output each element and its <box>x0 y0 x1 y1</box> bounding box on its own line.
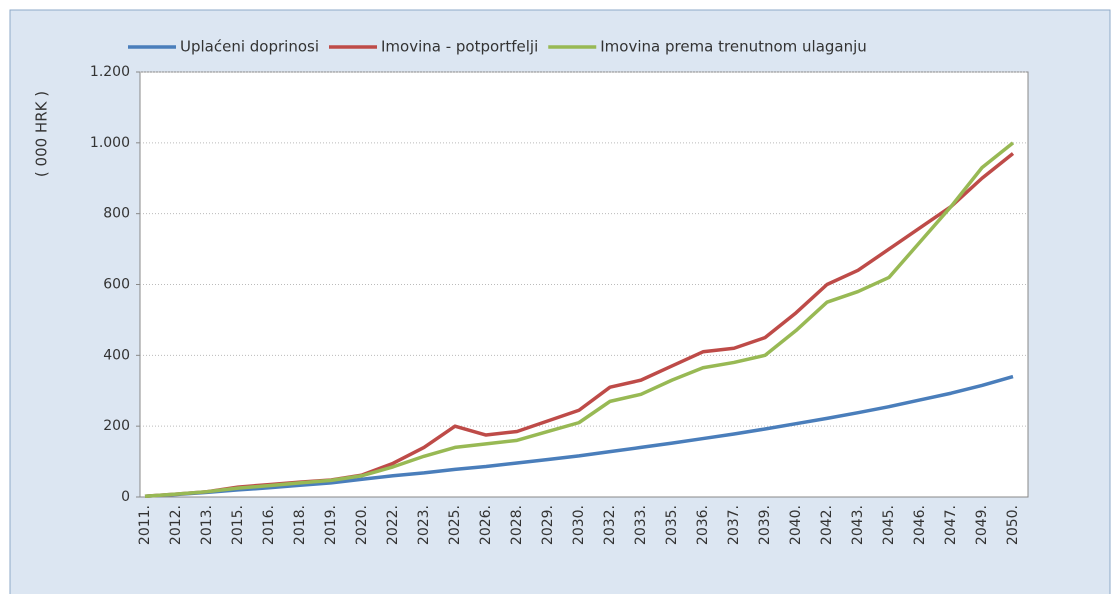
x-tick-label: 2045. <box>881 505 897 545</box>
y-tick-label: 1.200 <box>90 64 130 80</box>
x-tick-label: 2012. <box>168 505 184 545</box>
x-tick-label: 2042. <box>819 505 835 545</box>
series-line <box>144 374 1014 499</box>
x-tick-label: 2019. <box>323 505 339 545</box>
y-tick-label: 0 <box>121 489 130 505</box>
y-axis-label: ( 000 HRK ) <box>33 91 51 177</box>
y-tick-label: 400 <box>103 347 130 363</box>
y-tick-label: 200 <box>103 418 130 434</box>
x-tick-label: 2028. <box>509 505 525 545</box>
x-tick-label: 2018. <box>292 505 308 545</box>
x-tick-label: 2020. <box>354 505 370 545</box>
series-line <box>144 141 1015 499</box>
x-tick-label: 2046. <box>912 505 928 545</box>
x-tick-label: 2043. <box>850 505 866 545</box>
y-tick-label: 600 <box>103 277 130 293</box>
x-tick-label: 2025. <box>447 505 463 545</box>
x-tick-label: 2037. <box>726 505 742 545</box>
x-tick-label: 2022. <box>385 505 401 545</box>
x-tick-label: 2049. <box>974 505 990 545</box>
x-tick-label: 2013. <box>199 505 215 545</box>
x-tick-label: 2035. <box>664 505 680 545</box>
y-tick-label: 1.000 <box>90 135 130 151</box>
x-tick-label: 2026. <box>478 505 494 545</box>
x-tick-label: 2011. <box>137 505 153 545</box>
x-tick-label: 2030. <box>571 505 587 545</box>
legend-label: Imovina - potportfelji <box>381 38 538 56</box>
x-tick-label: 2023. <box>416 505 432 545</box>
legend-label: Uplaćeni doprinosi <box>180 38 319 56</box>
x-tick-label: 2050. <box>1005 505 1021 545</box>
x-tick-label: 2016. <box>261 505 277 545</box>
x-tick-label: 2029. <box>540 505 556 545</box>
x-tick-label: 2033. <box>633 505 649 545</box>
y-tick-label: 800 <box>103 206 130 222</box>
x-tick-label: 2032. <box>602 505 618 545</box>
x-tick-label: 2047. <box>943 505 959 545</box>
x-tick-label: 2039. <box>757 505 773 545</box>
x-tick-label: 2015. <box>230 505 246 545</box>
x-tick-label: 2036. <box>695 505 711 545</box>
x-tick-label: 2040. <box>788 505 804 545</box>
legend-label: Imovina prema trenutnom ulaganju <box>600 38 867 56</box>
